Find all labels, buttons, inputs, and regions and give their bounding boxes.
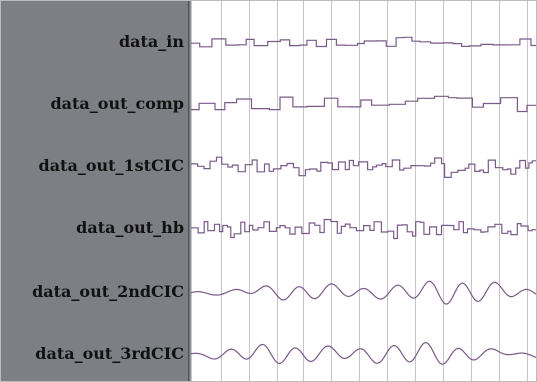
- signal-name-data-out-1stcic[interactable]: data_out_1stCIC: [38, 156, 185, 175]
- signal-name-data-out-2ndcic[interactable]: data_out_2ndCIC: [32, 282, 184, 301]
- signal-name-data-out-3rdcic[interactable]: data_out_3rdCIC: [35, 344, 184, 363]
- signal-name-panel: data_in data_out_comp data_out_1stCIC da…: [1, 1, 188, 381]
- waveform-trace-data-out-3rdcic[interactable]: [191, 342, 536, 365]
- waveform-trace-data-out-2ndcic[interactable]: [191, 280, 536, 305]
- waveform-canvas: [191, 1, 536, 381]
- panel-splitter[interactable]: [188, 1, 191, 381]
- waveform-trace-data-out-1stcic[interactable]: [191, 156, 536, 178]
- waveform-trace-data-out-hb[interactable]: [191, 218, 536, 240]
- waveform-display[interactable]: [191, 1, 536, 381]
- signal-name-data-out-comp[interactable]: data_out_comp: [50, 94, 184, 113]
- signal-name-data-out-hb[interactable]: data_out_hb: [76, 218, 184, 237]
- waveform-trace-data-out-comp[interactable]: [191, 95, 536, 113]
- signal-name-data-in[interactable]: data_in: [118, 32, 184, 51]
- waveform-trace-data-in[interactable]: [191, 36, 536, 48]
